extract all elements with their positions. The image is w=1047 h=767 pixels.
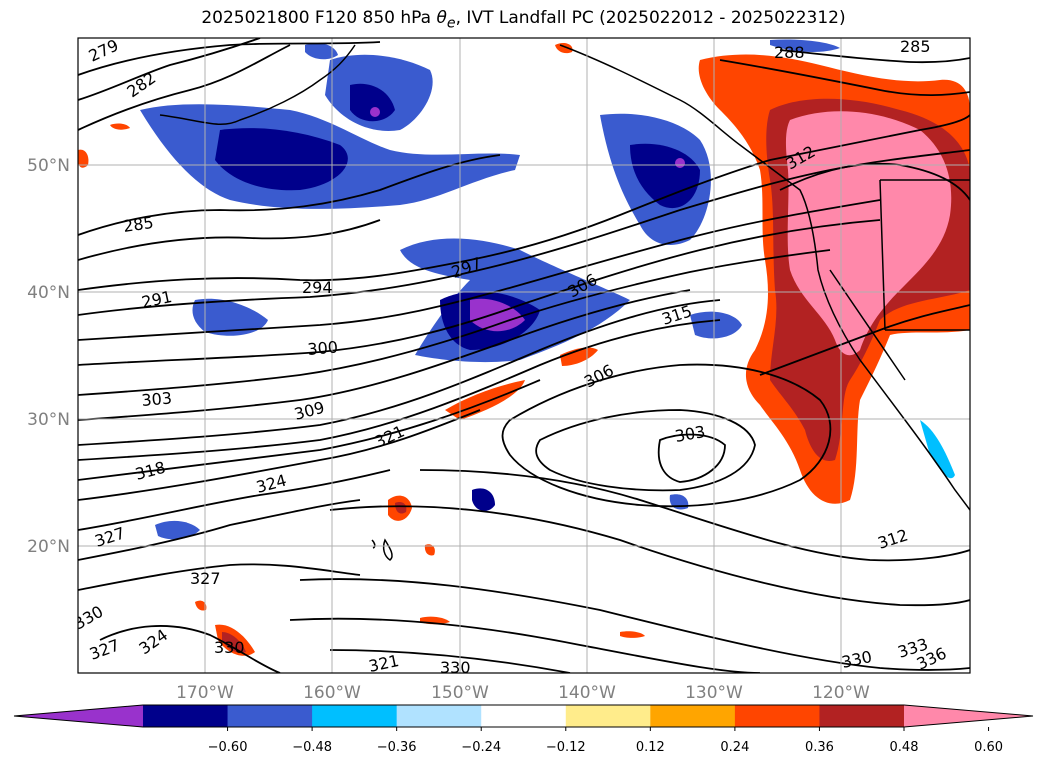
map-border (77, 37, 971, 674)
colorbar-segment (650, 705, 736, 727)
colorbar-tick-label: 0.24 (720, 740, 749, 755)
colorbar-tick-label: 0.36 (805, 740, 834, 755)
contour-label: 285 (122, 213, 155, 236)
colorbar-extend-min (14, 705, 143, 727)
lon-label: 130°W (685, 683, 743, 703)
lat-label: 30°N (27, 410, 70, 430)
colorbar-segment (481, 705, 567, 727)
colorbar: −0.60 −0.48 −0.36 −0.24 −0.12 0.12 0.24 0.36 0.4… (13, 704, 1034, 755)
colorbar-segment (396, 705, 482, 727)
lat-label: 50°N (27, 156, 70, 176)
colorbar-tick-label: −0.24 (461, 740, 501, 755)
colorbar-segment (312, 705, 398, 727)
lon-label: 150°W (431, 683, 489, 703)
contour-label: 303 (141, 388, 173, 410)
colorbar-segment (227, 705, 313, 727)
lon-label: 140°W (558, 683, 616, 703)
contour-label: 330 (214, 638, 245, 657)
colorbar-outline (13, 704, 1034, 728)
figure-title: 2025021800 F120 850 hPa θe, IVT Landfall… (201, 8, 846, 32)
lat-label: 20°N (27, 537, 70, 557)
contour-label: 330 (440, 658, 471, 677)
contour-label: 321 (367, 651, 401, 676)
colorbar-tick-label: 0.12 (636, 740, 665, 755)
contour-label: 327 (190, 569, 221, 588)
contour-label: 285 (900, 37, 931, 56)
colorbar-tick-label: −0.48 (292, 740, 332, 755)
contour-label: 300 (307, 337, 339, 359)
colorbar-segment (565, 705, 651, 727)
colorbar-tick-label: −0.60 (208, 740, 248, 755)
colorbar-tick-label: −0.36 (377, 740, 417, 755)
colorbar-segment (734, 705, 820, 727)
contour-label: 294 (302, 278, 333, 297)
colorbar-segment (819, 705, 905, 727)
theta-e-contours (78, 38, 970, 673)
colorbar-extend-max (904, 705, 1033, 727)
latitude-labels: 50°N 40°N 30°N 20°N (27, 156, 70, 557)
colorbar-segment (143, 705, 229, 727)
lon-label: 160°W (303, 683, 361, 703)
longitude-labels: 170°W 160°W 150°W 140°W 130°W 120°W (176, 683, 870, 703)
graticule (78, 38, 970, 673)
lon-label: 120°W (812, 683, 870, 703)
colorbar-tick-label: 0.60 (974, 740, 1003, 755)
colorbar-tick-label: 0.48 (890, 740, 919, 755)
contour-label: 288 (774, 43, 805, 62)
lat-label: 40°N (27, 283, 70, 303)
colorbar-tick-label: −0.12 (546, 740, 586, 755)
lon-label: 170°W (176, 683, 234, 703)
